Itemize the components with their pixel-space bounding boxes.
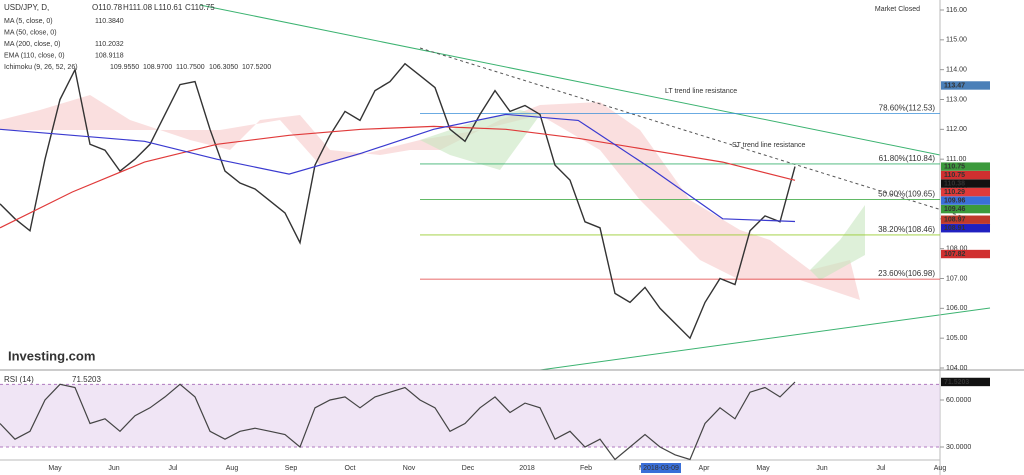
ichimoku-cloud [0, 95, 860, 300]
indicator-value: 109.9550 [110, 64, 139, 71]
indicator-name: MA (50, close, 0) [4, 29, 57, 36]
rsi-badge-label: 71.5203 [944, 379, 969, 386]
fib-label: 61.80%(110.84) [879, 154, 936, 163]
price-badge-label: 110.29 [944, 189, 965, 196]
price-badge-label: 110.75 [944, 163, 965, 170]
price-badge [941, 187, 990, 197]
x-tick-label: Apr [699, 465, 711, 472]
price-badge-label: 110.75 [944, 172, 965, 179]
price-badge [941, 81, 990, 90]
rsi-badge [941, 377, 990, 387]
price-badge-label: 109.96 [944, 197, 966, 204]
ohlc: C110.75 [185, 3, 215, 12]
x-tick-label: Jul [169, 465, 178, 472]
annotation: ST trend line resistance [732, 142, 806, 149]
price-badge [941, 196, 990, 205]
cursor-date-badge [641, 463, 681, 473]
series-line [0, 113, 796, 223]
trend-line [539, 307, 991, 371]
indicator-value: 110.3840 [95, 18, 124, 25]
series-line [0, 125, 796, 229]
price-badge [941, 215, 990, 224]
price-badge [941, 224, 990, 233]
price-badge [941, 204, 990, 214]
fib-label: 23.60%(106.98) [878, 269, 935, 278]
x-tick-label: Sep [285, 465, 298, 472]
price-badge-label: 108.91 [944, 225, 966, 232]
indicator-value: 107.5200 [242, 64, 271, 71]
price-badge [941, 179, 990, 188]
rsi-value: 71.5203 [72, 375, 101, 384]
x-tick-label: May [48, 465, 62, 472]
price-badge [941, 162, 990, 171]
ohlc: L110.61 [154, 3, 183, 12]
indicator-name: Ichimoku (9, 26, 52, 26) [4, 64, 78, 71]
y-tick-label: 30.0000 [946, 444, 971, 451]
x-tick-label: Aug [934, 465, 947, 472]
y-tick-label: 106.00 [946, 305, 968, 312]
market-status: Market Closed [875, 6, 920, 13]
price-badge-label: 110.38 [944, 180, 965, 187]
series-line [0, 62, 796, 340]
x-tick-label: Oct [345, 465, 356, 472]
indicator-value: 108.9700 [143, 64, 172, 71]
y-tick-label: 114.00 [946, 67, 967, 74]
indicator-name: EMA (110, close, 0) [4, 52, 65, 59]
ichimoku-cloud [420, 110, 540, 170]
series-line [0, 381, 796, 461]
y-tick-label: 60.0000 [946, 397, 971, 404]
fib-label: 38.20%(108.46) [878, 225, 935, 234]
x-tick-label: Aug [226, 465, 239, 472]
price-badge-label: 108.97 [944, 217, 966, 224]
cursor-date: 2018-03-09 [643, 465, 679, 472]
fib-label: 50.00%(109.65) [878, 190, 935, 199]
rsi-band [0, 384, 940, 447]
x-tick-label: Jun [816, 465, 827, 472]
indicator-value: 106.3050 [209, 64, 238, 71]
y-tick-label: 104.00 [946, 365, 968, 372]
x-tick-label: 2018 [519, 465, 535, 472]
ichimoku-cloud [810, 205, 865, 280]
y-tick-label: 112.00 [946, 126, 967, 133]
x-tick-label: Jun [108, 465, 119, 472]
fib-label: 78.60%(112.53) [879, 104, 936, 113]
rsi-name: RSI (14) [4, 375, 34, 384]
x-tick-label: Feb [580, 465, 592, 472]
x-tick-label: Nov [403, 465, 416, 472]
y-tick-label: 105.00 [946, 335, 968, 342]
price-badge [941, 170, 990, 180]
x-tick-label: Jul [877, 465, 886, 472]
y-tick-label: 111.00 [946, 156, 966, 163]
trend-line [199, 4, 941, 156]
y-tick-label: 116.00 [946, 7, 967, 14]
indicator-name: MA (200, close, 0) [4, 41, 60, 48]
ohlc: H111.08 [123, 3, 153, 12]
symbol: USD/JPY, D, [4, 3, 49, 12]
price-badge-label: 113.47 [944, 82, 965, 89]
logo: Investing.com [8, 348, 95, 363]
y-tick-label: 115.00 [946, 37, 967, 44]
price-badge-label: 109.46 [944, 206, 966, 213]
price-badge [941, 249, 990, 259]
y-tick-label: 107.00 [946, 275, 968, 282]
x-tick-label: May [756, 465, 770, 472]
y-tick-label: 108.00 [946, 246, 968, 253]
indicator-value: 108.9118 [95, 52, 124, 59]
indicator-value: 110.7500 [176, 64, 205, 71]
x-tick-label: Dec [462, 465, 475, 472]
price-badge-label: 107.82 [944, 251, 966, 258]
y-tick-label: 113.00 [946, 96, 967, 103]
ohlc: O110.78 [92, 3, 123, 12]
indicator-name: MA (5, close, 0) [4, 18, 53, 25]
indicator-value: 110.2032 [95, 41, 124, 48]
annotation: LT trend line resistance [665, 88, 737, 95]
